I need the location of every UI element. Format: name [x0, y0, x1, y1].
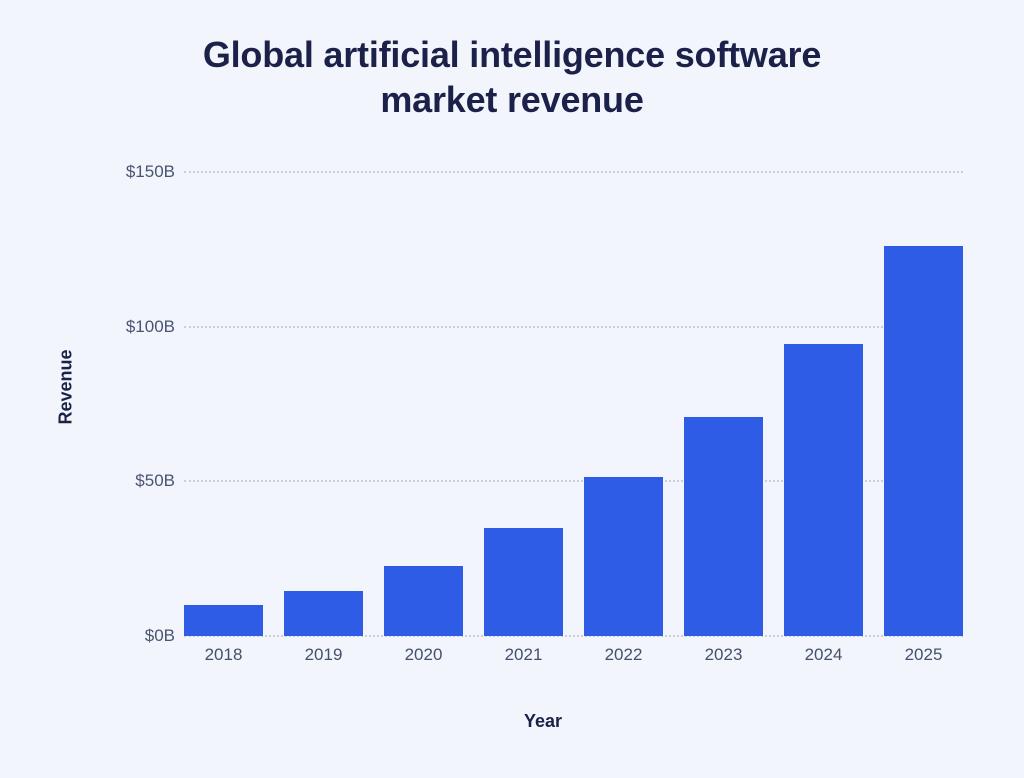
bar-2021	[484, 528, 563, 636]
x-tick-label-2021: 2021	[504, 645, 543, 664]
y-tick-label-0: $0B	[144, 626, 175, 645]
x-axis-ticks: 2018 2019 2020 2021 2022 2023 2024 2025	[184, 645, 963, 665]
bar-2022	[584, 477, 663, 636]
bar-2023	[684, 416, 763, 636]
x-tick-label-2020: 2020	[404, 645, 443, 664]
bar-2018	[184, 604, 263, 636]
chart-title-line-1: Global artificial intelligence software	[202, 34, 822, 75]
bar-2019	[284, 590, 363, 636]
x-axis-title: Year	[523, 711, 563, 731]
bar-2020	[384, 566, 463, 636]
x-tick-label-2024: 2024	[804, 645, 843, 664]
x-tick-label-2018: 2018	[204, 645, 243, 664]
bars-row	[184, 172, 963, 636]
y-axis-title: Revenue	[55, 349, 76, 425]
bar-2025	[884, 246, 963, 636]
chart-title-line-2: market revenue	[380, 79, 644, 121]
gridline-100	[184, 325, 963, 328]
gridline-0	[184, 635, 963, 637]
gridline-150	[184, 171, 963, 173]
x-tick-label-2025: 2025	[904, 645, 943, 664]
bar-2024	[784, 343, 863, 636]
plot-area	[184, 171, 963, 637]
x-tick-label-2023: 2023	[704, 645, 743, 664]
x-tick-label-2019: 2019	[304, 645, 343, 664]
gridline-50	[184, 480, 963, 483]
x-tick-label-2022: 2022	[604, 645, 643, 664]
y-tick-label-100: $100B	[125, 316, 175, 336]
y-tick-label-50: $50B	[135, 471, 175, 491]
y-tick-label-150: $150B	[125, 162, 175, 181]
chart-title: Global artificial intelligence software …	[0, 32, 1024, 123]
